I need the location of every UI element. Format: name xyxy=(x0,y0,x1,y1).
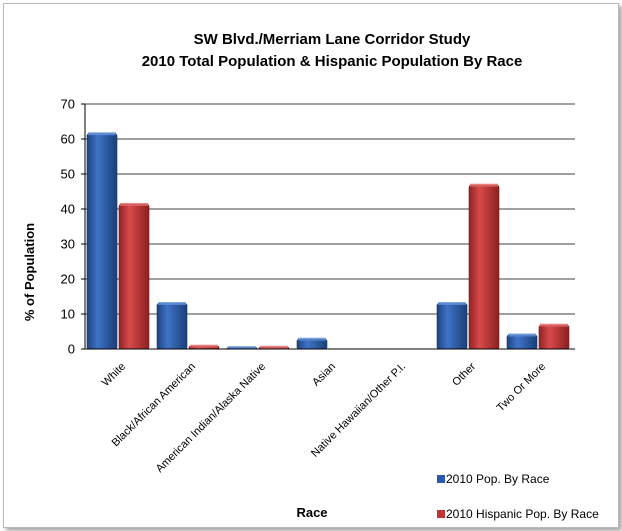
y-tick-labels: 0 10 20 30 40 50 60 70 xyxy=(61,97,85,357)
chart-title-line2: 2010 Total Population & Hispanic Populat… xyxy=(142,53,523,70)
legend: 2010 Pop. By Race 2010 Hispanic Pop. By … xyxy=(437,472,599,521)
x-tick-label: Two Or More xyxy=(495,361,548,414)
bar-pop-6 xyxy=(506,334,538,350)
y-tick-label: 50 xyxy=(61,167,75,182)
bar-cap xyxy=(260,345,288,349)
bar-cap xyxy=(190,344,218,348)
legend-label-series-2: 2010 Hispanic Pop. By Race xyxy=(446,507,599,521)
bar-hispanic-0 xyxy=(118,204,150,350)
bar-cap xyxy=(158,302,186,305)
y-tick-label: 30 xyxy=(61,237,75,252)
bar-cap xyxy=(540,323,568,327)
bar-hispanic-5 xyxy=(468,184,500,350)
x-tick-label: American Indian/Alaska Native xyxy=(154,361,268,475)
y-tick-label: 70 xyxy=(61,97,75,112)
y-tick-label: 60 xyxy=(61,132,75,147)
bar-cap xyxy=(88,132,116,136)
bar-cap xyxy=(470,183,498,187)
gridlines xyxy=(85,103,575,315)
bar-pop-5 xyxy=(436,303,468,350)
bars xyxy=(86,132,570,350)
chart-title-line1: SW Blvd./Merriam Lane Corridor Study xyxy=(194,31,471,48)
legend-label-series-1: 2010 Pop. By Race xyxy=(446,472,550,486)
bar-cap xyxy=(438,302,466,305)
bar-hispanic-6 xyxy=(538,324,570,350)
y-tick-label: 40 xyxy=(61,202,75,217)
bar-cap xyxy=(508,333,536,337)
y-tick-label: 0 xyxy=(68,342,75,357)
x-axis-label: Race xyxy=(296,505,327,520)
bar-pop-1 xyxy=(156,303,188,350)
legend-swatch-series-2 xyxy=(437,510,445,518)
x-tick-label: Other xyxy=(450,360,478,388)
bar-cap xyxy=(298,337,326,341)
x-tick-label: Asian xyxy=(310,361,338,389)
y-tick-label: 10 xyxy=(61,307,75,322)
x-tick-label: White xyxy=(100,361,128,389)
bar-pop-0 xyxy=(86,133,118,350)
y-axis-label: % of Population xyxy=(22,223,37,321)
y-tick-label: 20 xyxy=(61,272,75,287)
legend-swatch-series-1 xyxy=(437,475,445,483)
bar-cap xyxy=(120,202,148,206)
bar-cap xyxy=(228,346,256,350)
